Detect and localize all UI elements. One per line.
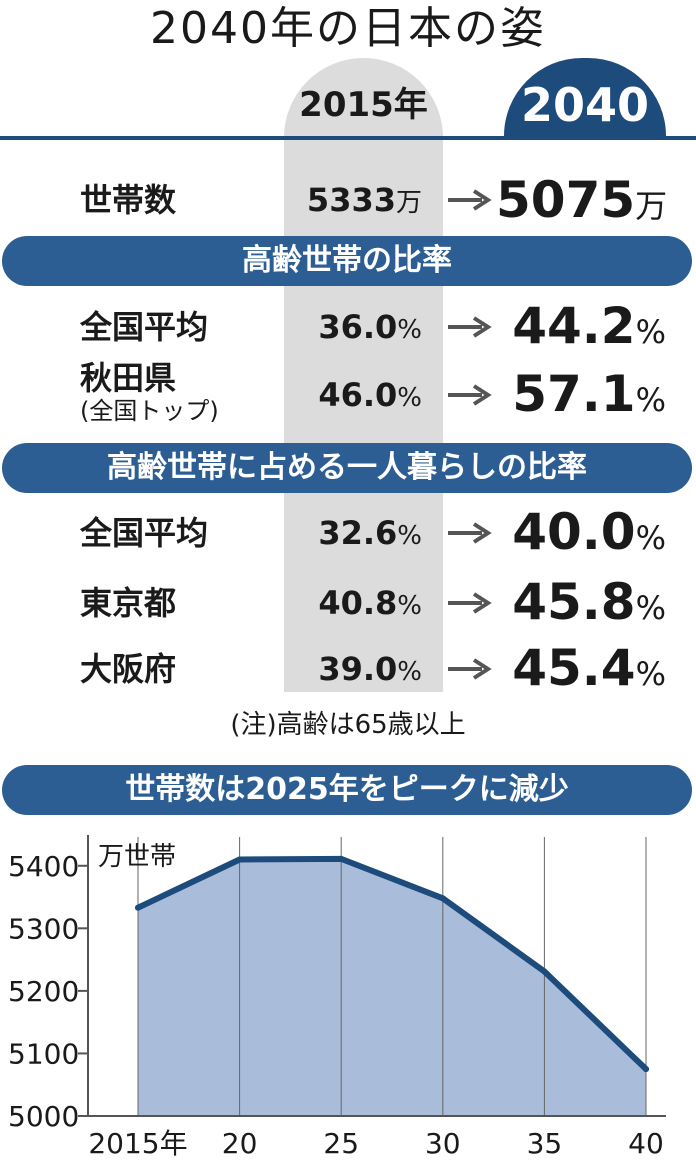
row-label: 全国平均: [80, 514, 209, 552]
footnote: (注)高齢は65歳以上: [230, 710, 466, 740]
chart-y-tick-label: 5400: [8, 850, 79, 883]
households-2015-unit: 万: [395, 188, 422, 218]
chart-unit-label: 万世帯: [98, 842, 176, 872]
households-2015-number: 5333: [306, 181, 396, 219]
chart-data-point: [236, 856, 243, 863]
households-2040-value: 5075万: [496, 171, 668, 234]
row-2040-value: 45.4%: [496, 640, 666, 702]
row-2015-value: 40.8%: [284, 583, 422, 626]
chart-series-line: [135, 855, 649, 1073]
households-label: 世帯数: [80, 181, 177, 219]
row-2015-value: 36.0%: [284, 307, 422, 350]
row-2015-number: 32.6: [318, 514, 398, 552]
arrow-right-icon: [448, 189, 492, 211]
row-2040-value: 40.0%: [496, 504, 666, 566]
row-2040-number: 45.4: [512, 639, 636, 697]
row-2040-unit: %: [635, 313, 666, 351]
section2-header: 高齢世帯に占める一人暮らしの比率: [2, 443, 692, 493]
page-title: 2040年の日本の姿: [150, 3, 546, 54]
row-2015-value: 32.6%: [284, 513, 422, 556]
arrow-right-icon: [448, 658, 492, 680]
row-2040-value: 44.2%: [496, 298, 666, 360]
row-2040-unit: %: [635, 655, 666, 693]
row-2040-value: 45.8%: [496, 574, 666, 636]
households-2040-number: 5075: [496, 171, 636, 229]
chart-data-point: [338, 855, 345, 862]
row-2015-number: 36.0: [318, 308, 398, 346]
chart-area-fill: [138, 858, 646, 1116]
chart-x-tick-label: 20: [222, 1127, 258, 1160]
chart-x-tick-label: 25: [323, 1127, 359, 1160]
row-2015-number: 40.8: [318, 584, 398, 622]
column-2040-header: 2040: [520, 78, 650, 132]
row-2040-unit: %: [635, 381, 666, 419]
row-2015-value: 46.0%: [284, 375, 422, 418]
row-2015-unit: %: [397, 657, 422, 687]
arrow-right-icon: [448, 522, 492, 544]
chart-header: 世帯数は2025年をピークに減少: [2, 765, 692, 815]
row-2040-unit: %: [635, 519, 666, 557]
chart-data-point: [135, 904, 141, 911]
row-2015-number: 46.0: [318, 376, 398, 414]
row-2015-number: 39.0: [318, 650, 398, 688]
chart-y-tick-label: 5100: [8, 1037, 79, 1070]
row-2040-number: 57.1: [512, 365, 636, 423]
chart-y-tick-label: 5200: [8, 975, 79, 1008]
row-label: 大阪府: [80, 650, 177, 688]
households-2040-unit: 万: [635, 187, 668, 225]
chart-x-tick-label: 2015年: [88, 1127, 187, 1160]
row-label: 全国平均: [80, 308, 209, 346]
row-2040-number: 45.8: [512, 573, 636, 631]
chart-x-tick-label: 30: [425, 1127, 461, 1160]
row-sublabel: (全国トップ): [80, 397, 219, 425]
arrow-right-icon: [448, 316, 492, 338]
row-2015-unit: %: [397, 315, 422, 345]
households-2015-value: 5333万: [284, 180, 422, 223]
header-divider: [0, 136, 696, 140]
row-2040-unit: %: [635, 589, 666, 627]
column-2015-background: [284, 58, 443, 692]
chart-data-point: [643, 1066, 649, 1073]
row-2015-unit: %: [397, 591, 422, 621]
chart-x-tick-label: 35: [527, 1127, 563, 1160]
chart-y-tick-label: 5300: [8, 912, 79, 945]
section1-header: 高齢世帯の比率: [2, 236, 692, 286]
row-2040-number: 40.0: [512, 503, 636, 561]
arrow-right-icon: [448, 592, 492, 614]
row-label: 東京都: [80, 584, 177, 622]
arrow-right-icon: [448, 384, 492, 406]
row-2015-value: 39.0%: [284, 649, 422, 692]
row-2015-unit: %: [397, 383, 422, 413]
row-label: 秋田県: [80, 359, 177, 397]
chart-y-tick-label: 5000: [8, 1100, 79, 1133]
chart-x-tick-label: 40: [628, 1127, 664, 1160]
chart-data-point: [541, 968, 548, 975]
column-2015-header: 2015年: [299, 85, 428, 125]
row-2015-unit: %: [397, 521, 422, 551]
chart-data-point: [439, 895, 446, 902]
row-2040-number: 44.2: [512, 297, 636, 355]
row-2040-value: 57.1%: [496, 366, 666, 428]
